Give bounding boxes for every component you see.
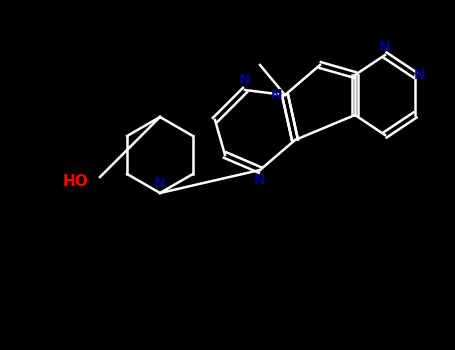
Text: N: N (271, 88, 283, 102)
Text: N: N (239, 73, 251, 87)
Text: N: N (379, 40, 391, 54)
Text: N: N (154, 176, 166, 190)
Text: HO: HO (62, 175, 88, 189)
Text: N: N (254, 173, 266, 187)
Text: N: N (414, 68, 426, 82)
